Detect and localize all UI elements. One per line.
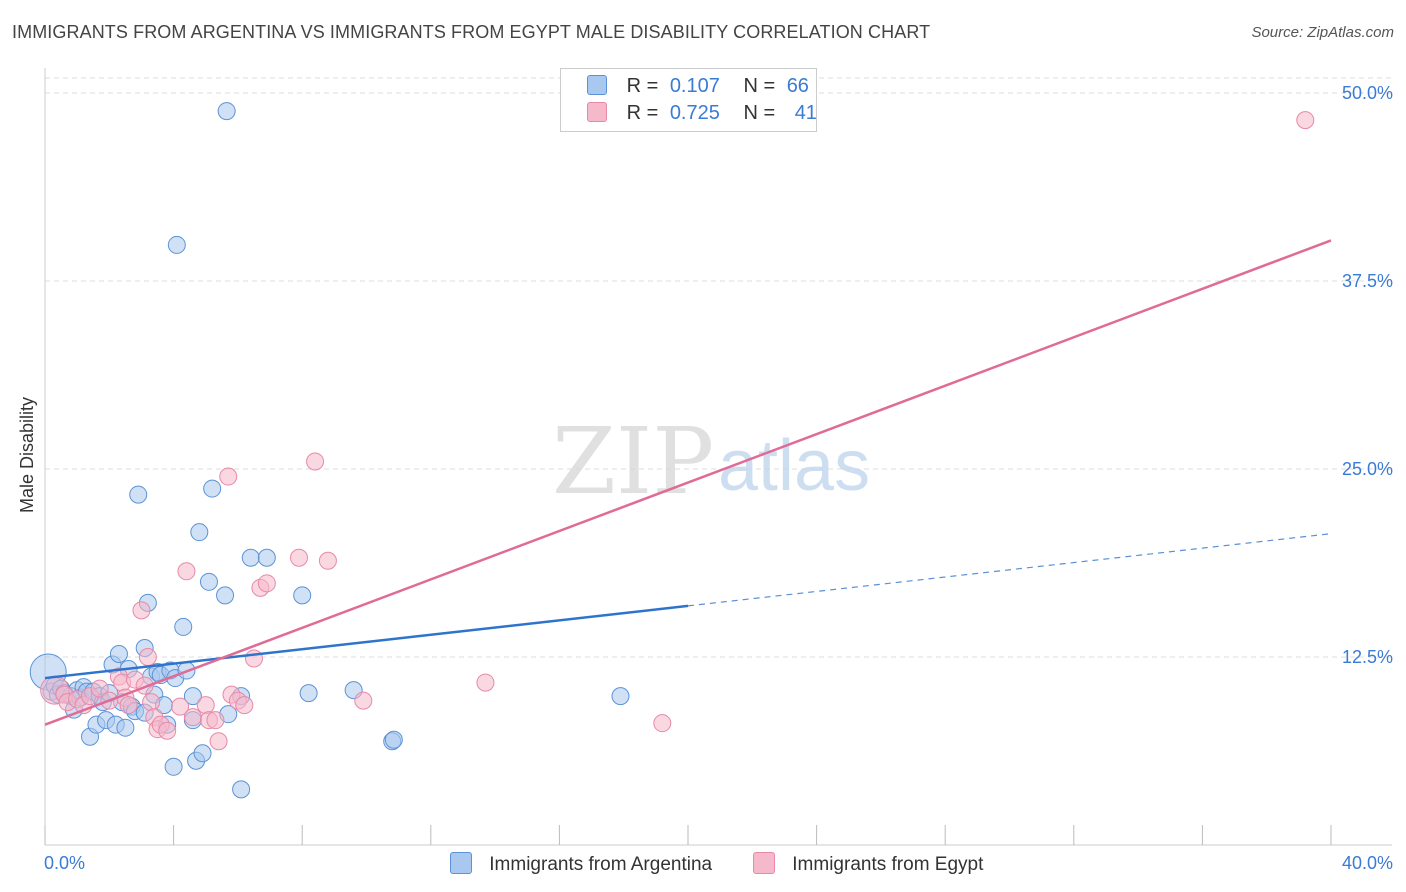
egypt-point-6	[90, 679, 109, 698]
x-tick-label-max: 40.0%	[1342, 853, 1393, 873]
egypt-point-37	[318, 551, 337, 570]
r-label: R =	[626, 102, 659, 124]
watermark: ZIP atlas	[552, 408, 870, 515]
tick-labels: 12.5% 25.0% 37.5% 50.0% 0.0% 40.0%	[44, 83, 1393, 873]
egypt-swatch	[753, 852, 775, 874]
egypt-point-16	[142, 693, 161, 712]
argentina-point-48	[199, 572, 218, 591]
egypt-point-22	[177, 562, 196, 581]
chart-title: IMMIGRANTS FROM ARGENTINA VS IMMIGRANTS …	[12, 22, 931, 42]
watermark-zip: ZIP	[552, 408, 714, 515]
legend-label-egypt: Immigrants from Egypt	[792, 854, 984, 875]
y-tick-label-1: 25.0%	[1342, 459, 1393, 479]
argentina-point-54	[232, 780, 251, 799]
egypt-point-13	[132, 601, 151, 620]
argentina-swatch	[450, 852, 472, 874]
argentina-point-21	[109, 645, 128, 664]
trend-line-argentina-projection	[687, 533, 1332, 607]
trend-lines	[44, 239, 1332, 726]
egypt-point-36	[306, 452, 325, 471]
argentina-point-56	[257, 548, 276, 567]
grid-lines	[45, 77, 1392, 658]
egypt-point-34	[257, 574, 276, 593]
argentina-point-46	[190, 523, 209, 542]
argentina-point-38	[164, 757, 183, 776]
argentina-point-55	[241, 548, 260, 567]
egypt-point-38	[354, 691, 373, 710]
egypt-point-24	[196, 696, 215, 715]
argentina-point-49	[203, 479, 222, 498]
argentina-point-58	[299, 684, 318, 703]
series-legend: Immigrants from Argentina Immigrants fro…	[0, 852, 1406, 876]
argentina-point-43	[183, 687, 202, 706]
argentina-point-57	[293, 586, 312, 605]
axes	[44, 68, 1392, 846]
argentina-point-23	[116, 718, 135, 737]
y-tick-label-3: 50.0%	[1342, 83, 1393, 103]
n-value: 66	[786, 75, 809, 97]
egypt-point-40	[653, 714, 672, 733]
argentina-point-41	[174, 617, 193, 636]
egypt-point-41	[1296, 111, 1315, 130]
n-label: N =	[743, 102, 776, 124]
stats-legend: R = 0.107 N = 66 R = 0.725 N = 41	[560, 68, 817, 132]
egypt-point-28	[219, 467, 238, 486]
egypt-point-15	[138, 648, 157, 667]
argentina-swatch	[587, 75, 607, 95]
argentina-point-27	[129, 485, 148, 504]
argentina-point-40	[167, 235, 186, 254]
egypt-point-31	[235, 696, 254, 715]
argentina-point-47	[193, 744, 212, 763]
egypt-point-27	[209, 732, 228, 751]
watermark-atlas: atlas	[718, 426, 870, 506]
argentina-point-62	[611, 687, 630, 706]
r-value: 0.725	[669, 102, 720, 124]
egypt-point-26	[206, 711, 225, 730]
source-credit: Source: ZipAtlas.com	[1251, 24, 1394, 41]
legend-row-argentina: R = 0.107 N = 66	[587, 75, 809, 98]
egypt-point-35	[289, 548, 308, 567]
y-axis-label: Male Disability	[17, 397, 37, 513]
y-tick-label-0: 12.5%	[1342, 647, 1393, 667]
egypt-swatch	[587, 102, 607, 122]
argentina-point-51	[217, 102, 236, 121]
trend-line-argentina	[44, 604, 689, 680]
egypt-point-23	[183, 708, 202, 727]
series-egypt-points	[40, 111, 1315, 751]
argentina-point-50	[216, 586, 235, 605]
egypt-point-21	[171, 697, 190, 716]
r-value: 0.107	[669, 75, 720, 97]
legend-row-egypt: R = 0.725 N = 41	[587, 102, 817, 125]
egypt-point-32	[244, 649, 263, 668]
legend-item-argentina[interactable]: Immigrants from Argentina	[450, 852, 712, 876]
r-label: R =	[626, 75, 659, 97]
x-tick-label-min: 0.0%	[44, 853, 85, 873]
trend-line-egypt	[44, 239, 1332, 726]
n-value: 41	[794, 102, 817, 124]
y-tick-label-2: 37.5%	[1342, 271, 1393, 291]
argentina-point-61	[384, 730, 403, 749]
legend-item-egypt[interactable]: Immigrants from Egypt	[753, 852, 983, 876]
legend-label-argentina: Immigrants from Argentina	[489, 854, 713, 875]
egypt-point-39	[476, 673, 495, 692]
egypt-point-11	[119, 696, 138, 715]
egypt-point-20	[158, 721, 177, 740]
n-label: N =	[743, 75, 776, 97]
